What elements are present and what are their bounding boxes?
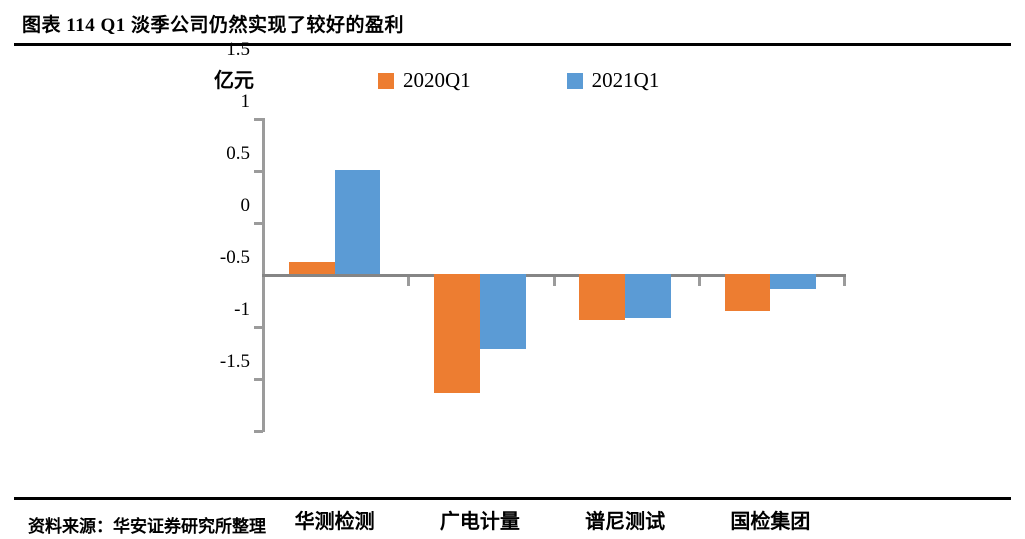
y-tick-label-4: -0.5 [219,247,250,268]
x-tick-mark-1 [407,277,411,286]
x-axis-label-1: 广电计量 [439,511,520,533]
bar-2021Q1-广电计量 [479,274,526,349]
legend-label-2021q1: 2021Q1 [591,68,660,92]
figure-title: 图表 114 Q1 淡季公司仍然实现了较好的盈利 [22,15,404,36]
bar-2021Q1-国检集团 [770,274,817,289]
zero-baseline [262,274,846,277]
bar-2020Q1-谱尼测试 [579,274,626,320]
y-tick-mark-2 [254,222,263,225]
y-tick-mark-4 [254,326,263,329]
y-tick-mark-5 [254,378,263,381]
bar-2020Q1-广电计量 [434,274,480,393]
bar-2020Q1-华测检测 [288,261,335,274]
y-tick-mark-1 [254,170,263,173]
bar-2021Q1-谱尼测试 [625,274,671,318]
x-tick-mark-2 [552,277,556,286]
x-axis-category-labels: 华测检测 广电计量 谱尼测试 国检集团 [262,505,843,539]
title-divider [14,43,1011,46]
x-tick-mark-4 [843,277,846,286]
legend-item-2020q1: 2020Q1 [378,70,471,91]
y-axis-tick-labels: 1.5 1 0.5 0 -0.5 -1 -1.5 [178,40,251,430]
chart-area: 亿元 2020Q1 2021Q1 1.5 1 0.5 0 -0.5 -1 -1.5 华测检测… [0,40,1025,533]
y-tick-label-2: 0.5 [226,143,250,164]
legend-swatch-2020q1 [378,72,394,89]
y-tick-mark-0 [254,118,263,121]
y-tick-label-1: 1 [240,91,251,112]
x-axis-label-3: 国检集团 [730,511,811,533]
y-tick-label-5: -1 [234,299,250,320]
legend-item-2021q1: 2021Q1 [566,68,660,92]
x-tick-mark-3 [697,277,701,286]
y-tick-label-6: -1.5 [219,351,250,372]
figure-source: 资料来源：华安证券研究所整理 [28,517,266,536]
chart-legend: 2020Q1 2021Q1 [378,70,659,91]
y-axis-unit-label: 亿元 [214,70,254,92]
legend-swatch-2021q1 [566,72,583,89]
x-axis-label-0: 华测检测 [294,511,375,533]
y-tick-mark-6 [254,430,263,433]
source-divider [14,497,1011,500]
x-axis-label-2: 谱尼测试 [585,511,666,533]
y-tick-label-3: 0 [240,195,251,216]
legend-label-2020q1: 2020Q1 [403,68,471,92]
bar-2021Q1-华测检测 [334,170,381,274]
y-tick-label-0: 1.5 [226,39,250,60]
bar-2020Q1-国检集团 [724,274,771,312]
x-tick-mark-0 [262,277,265,286]
